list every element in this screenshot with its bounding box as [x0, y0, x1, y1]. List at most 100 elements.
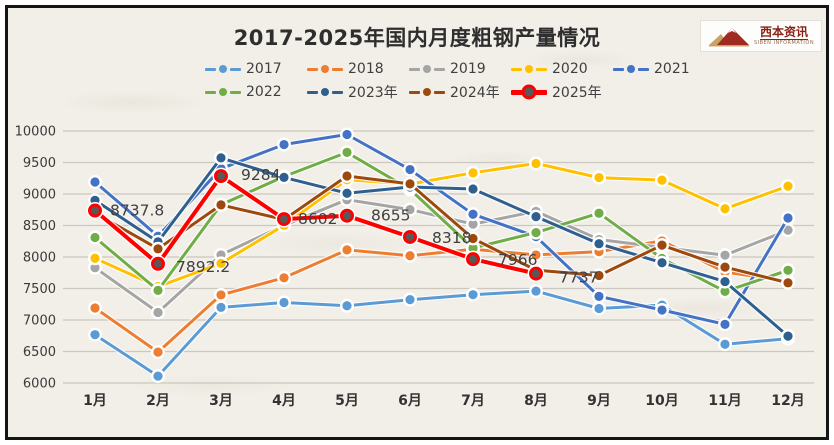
page-title: 2017-2025年国内月度粗钢产量情况 [233, 26, 601, 50]
marker-2021 [594, 291, 604, 301]
legend-label: 2022 [246, 84, 282, 100]
data-label: 7737 [559, 269, 598, 287]
marker-2025年 [340, 208, 354, 223]
marker-2022 [531, 228, 541, 238]
x-axis-label: 3月 [209, 393, 233, 409]
marker-2024年 [657, 240, 667, 250]
legend-marker-icon [511, 83, 547, 101]
legend-item-2017: 2017 [205, 60, 307, 78]
marker-2017 [279, 297, 289, 308]
legend-marker-icon [409, 60, 445, 78]
legend-dot [525, 65, 533, 73]
marker-2019 [783, 225, 793, 235]
legend-dot [521, 84, 537, 100]
mountain-logo-icon [708, 28, 749, 47]
marker-2025年 [466, 252, 480, 267]
legend-item-2023年: 2023年 [307, 82, 409, 102]
legend-item-2019: 2019 [409, 60, 511, 78]
marker-2018 [90, 303, 100, 313]
marker-2022 [90, 232, 100, 243]
legend-label: 2017 [246, 61, 282, 77]
marker-2024年 [783, 278, 793, 288]
marker-2025年 [214, 169, 228, 184]
data-label: 8655 [371, 207, 410, 225]
marker-2019 [720, 250, 730, 260]
marker-2024年 [216, 200, 226, 210]
legend-label: 2019 [450, 61, 486, 77]
legend-dash [409, 67, 420, 71]
marker-2025年 [151, 256, 165, 271]
marker-2024年 [153, 244, 163, 254]
chart-legend: 2017 2018 2019 2020 2021 2022 2023年 2024年 2025年 [205, 60, 715, 102]
legend-dash [409, 90, 420, 94]
data-label: 8737.8 [110, 202, 164, 220]
y-axis-label: 6000 [23, 377, 56, 392]
x-axis-label: 11月 [708, 393, 741, 409]
marker-2017 [342, 301, 352, 311]
marker-2019 [405, 204, 415, 215]
legend-label: 2025年 [552, 85, 602, 101]
legend-dash [535, 89, 547, 95]
marker-2017 [594, 303, 604, 314]
x-axis-label: 12月 [771, 393, 804, 409]
marker-2020 [783, 181, 793, 191]
series-line-2023年 [93, 156, 790, 338]
legend-dash [638, 67, 649, 71]
marker-2023年 [783, 331, 793, 341]
marker-2020 [657, 175, 667, 185]
marker-2021 [90, 177, 100, 187]
marker-2020 [531, 158, 541, 169]
marker-2024年 [594, 270, 604, 281]
legend-dash [536, 67, 547, 71]
marker-2023年 [342, 188, 352, 198]
legend-row: 2022 2023年 2024年 2025年 [205, 82, 715, 102]
legend-marker-icon [613, 60, 649, 78]
marker-2020 [594, 172, 604, 183]
marker-2021 [342, 129, 352, 140]
marker-2019 [468, 219, 478, 229]
legend-item-2021: 2021 [613, 60, 715, 78]
legend-dash [230, 90, 241, 94]
marker-2020 [720, 204, 730, 214]
marker-2018 [279, 273, 289, 283]
legend-dash [511, 89, 523, 95]
legend-label: 2024年 [450, 85, 500, 101]
legend-marker-icon [307, 83, 343, 101]
series-line-2017 [93, 289, 790, 378]
marker-2017 [90, 330, 100, 340]
logo-subtitle: SIBEN INFORMATION [753, 40, 815, 46]
legend-dash [230, 67, 241, 71]
y-axis-label: 9000 [23, 188, 56, 203]
legend-marker-icon [307, 60, 343, 78]
data-label: 9284 [241, 166, 280, 184]
legend-item-2020: 2020 [511, 60, 613, 78]
marker-2024年 [405, 179, 415, 189]
legend-marker-icon [409, 83, 445, 101]
x-axis-label: 2月 [146, 393, 170, 409]
legend-dash [307, 90, 318, 94]
marker-2022 [342, 147, 352, 157]
marker-2018 [531, 250, 541, 260]
x-axis-label: 6月 [398, 393, 422, 409]
legend-dot [423, 88, 431, 96]
legend-label: 2018 [348, 61, 384, 77]
marker-2022 [783, 265, 793, 275]
legend-item-2024年: 2024年 [409, 82, 511, 102]
x-axis-label: 10月 [645, 393, 678, 409]
marker-2018 [342, 245, 352, 255]
y-axis-label: 10000 [15, 125, 56, 140]
data-label: 7966 [498, 251, 537, 269]
marker-2020 [90, 253, 100, 263]
legend-dot [321, 88, 329, 96]
marker-2020 [468, 168, 478, 178]
legend-row: 2017 2018 2019 2020 2021 [205, 60, 715, 78]
marker-2025年 [277, 212, 291, 227]
marker-2018 [216, 290, 226, 300]
marker-2017 [405, 295, 415, 305]
legend-marker-icon [511, 60, 547, 78]
data-label: 8318 [432, 229, 471, 247]
marker-2017 [531, 286, 541, 296]
marker-2021 [468, 209, 478, 219]
marker-2023年 [468, 184, 478, 194]
marker-2024年 [468, 233, 478, 244]
